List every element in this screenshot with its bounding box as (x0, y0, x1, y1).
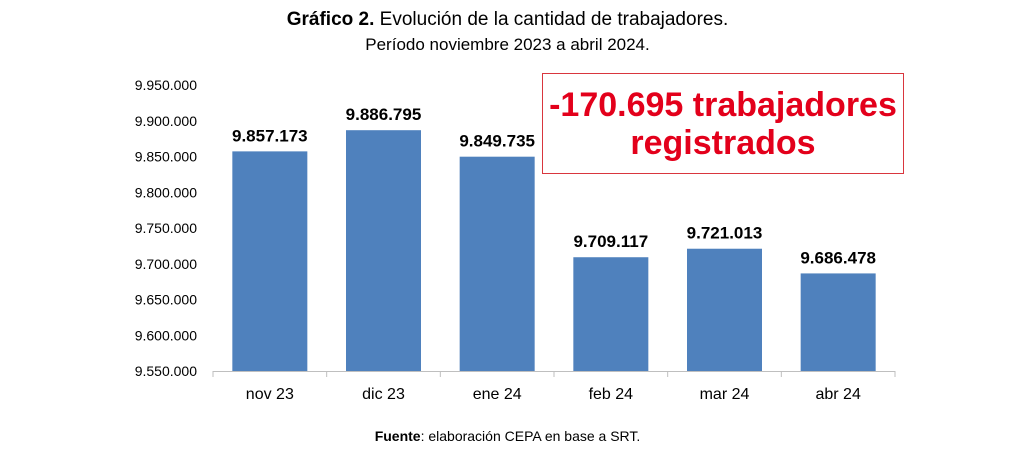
y-tick-label: 9.600.000 (135, 327, 197, 343)
data-label: 9.886.795 (346, 105, 422, 124)
bar (687, 248, 762, 371)
y-tick-label: 9.700.000 (135, 256, 197, 272)
y-tick-label: 9.900.000 (135, 113, 197, 129)
chart-title-prefix: Gráfico 2. (286, 9, 375, 30)
chart-title: Gráfico 2. Evolución de la cantidad de t… (0, 8, 1015, 32)
y-tick-label: 9.750.000 (135, 220, 197, 236)
bar (232, 151, 308, 371)
x-tick-label: feb 24 (589, 386, 634, 403)
data-label: 9.686.478 (800, 248, 876, 267)
source-text: : elaboración CEPA en base a SRT. (420, 428, 641, 444)
data-label: 9.857.173 (232, 126, 308, 145)
source-note: Fuente: elaboración CEPA en base a SRT. (0, 426, 1015, 446)
bar (573, 257, 649, 371)
y-tick-label: 9.550.000 (135, 363, 197, 379)
y-tick-label: 9.800.000 (135, 184, 197, 200)
bar (459, 156, 535, 371)
y-tick-label: 9.850.000 (135, 149, 197, 165)
x-tick-label: mar 24 (700, 386, 750, 403)
y-tick-label: 9.650.000 (135, 292, 197, 308)
data-label: 9.709.117 (573, 232, 648, 251)
callout-box: -170.695 trabajadores registrados (542, 73, 904, 174)
x-tick-label: nov 23 (246, 386, 294, 403)
bar (346, 130, 421, 371)
x-tick-label: abr 24 (815, 386, 860, 403)
y-tick-label: 9.950.000 (135, 77, 197, 93)
x-tick-label: dic 23 (362, 386, 405, 403)
source-label: Fuente (374, 428, 421, 444)
data-label: 9.849.735 (459, 132, 535, 151)
bar (800, 273, 876, 371)
x-tick-label: ene 24 (473, 386, 522, 403)
chart-title-text: Evolución de la cantidad de trabajadores… (374, 9, 729, 30)
chart-subtitle: Período noviembre 2023 a abril 2024. (365, 35, 650, 54)
data-label: 9.721.013 (687, 224, 763, 243)
